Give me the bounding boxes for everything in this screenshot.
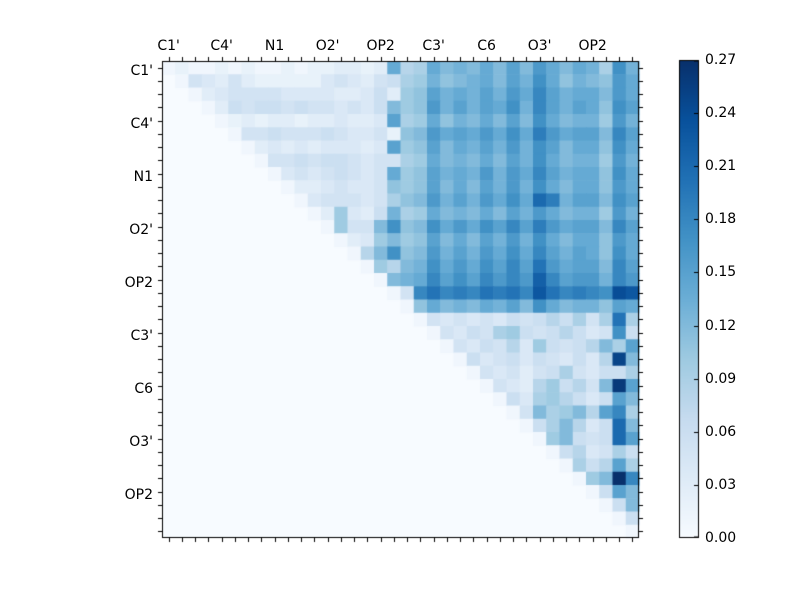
y-axis-label: O2' bbox=[129, 221, 153, 238]
colorbar-tick-label: 0.24 bbox=[705, 105, 737, 122]
x-axis-label: O2' bbox=[315, 38, 340, 54]
y-axis-label: OP2 bbox=[124, 486, 153, 503]
colorbar-tick-label: 0.18 bbox=[705, 211, 737, 228]
colorbar-tick-label: 0.00 bbox=[705, 530, 737, 546]
colorbar-tick-label: 0.12 bbox=[705, 317, 737, 334]
colorbar-tick-label: 0.09 bbox=[705, 370, 737, 387]
colorbar-tick-label: 0.27 bbox=[705, 52, 737, 68]
y-axis-label: C4' bbox=[130, 115, 153, 132]
x-axis-label: N1 bbox=[264, 38, 285, 54]
colorbar-tick-label: 0.06 bbox=[705, 423, 737, 440]
colorbar-tick-label: 0.15 bbox=[705, 264, 737, 281]
y-axis-label: O3' bbox=[129, 433, 153, 450]
y-axis-label: C6 bbox=[134, 380, 153, 397]
y-axis-label: C3' bbox=[130, 327, 153, 344]
x-axis-label: OP2 bbox=[578, 38, 607, 54]
x-axis-label: C1' bbox=[157, 38, 180, 54]
x-axis-label: C4' bbox=[210, 38, 233, 54]
x-axis-label: O3' bbox=[527, 38, 552, 54]
y-axis-label: OP2 bbox=[124, 274, 153, 291]
colorbar-tick-label: 0.03 bbox=[705, 476, 737, 493]
y-axis-label: C1' bbox=[130, 62, 153, 79]
y-axis-label: N1 bbox=[133, 168, 153, 185]
colorbar-tick-label: 0.21 bbox=[705, 158, 737, 175]
x-axis-label: C6 bbox=[477, 38, 496, 54]
x-axis-label: C3' bbox=[422, 38, 445, 54]
x-axis-label: OP2 bbox=[366, 38, 395, 54]
